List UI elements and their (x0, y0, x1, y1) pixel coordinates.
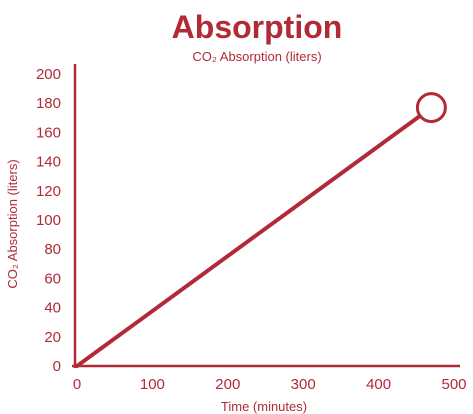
x-tick-label: 100 (140, 376, 165, 393)
y-tick-labels: 0 20 40 60 80 100 120 140 160 180 200 (36, 66, 61, 375)
y-axis-label: CO₂ Absorption (liters) (5, 159, 20, 288)
y-tick-label: 140 (36, 154, 61, 171)
y-tick-label: 100 (36, 212, 61, 229)
y-tick-label: 60 (44, 270, 61, 287)
y-tick-label: 120 (36, 183, 61, 200)
y-tick-label: 160 (36, 124, 61, 141)
x-axis-label: Time (minutes) (221, 399, 307, 414)
chart-title: Absorption (172, 9, 343, 45)
series-layer (75, 92, 447, 368)
y-tick-label: 200 (36, 66, 61, 83)
x-tick-label: 0 (73, 376, 81, 393)
x-tick-label: 400 (366, 376, 391, 393)
y-tick-label: 180 (36, 95, 61, 112)
y-tick-label: 20 (44, 329, 61, 346)
x-tick-label: 200 (215, 376, 240, 393)
x-tick-labels: 0 100 200 300 400 500 (73, 376, 467, 393)
x-tick-label: 500 (441, 376, 466, 393)
y-tick-label: 40 (44, 300, 61, 317)
end-point-marker (415, 92, 447, 124)
series-line (75, 105, 434, 368)
x-tick-label: 300 (291, 376, 316, 393)
chart-subtitle: CO₂ Absorption (liters) (192, 49, 321, 64)
y-tick-label: 80 (44, 241, 61, 258)
y-tick-label: 0 (53, 358, 61, 375)
